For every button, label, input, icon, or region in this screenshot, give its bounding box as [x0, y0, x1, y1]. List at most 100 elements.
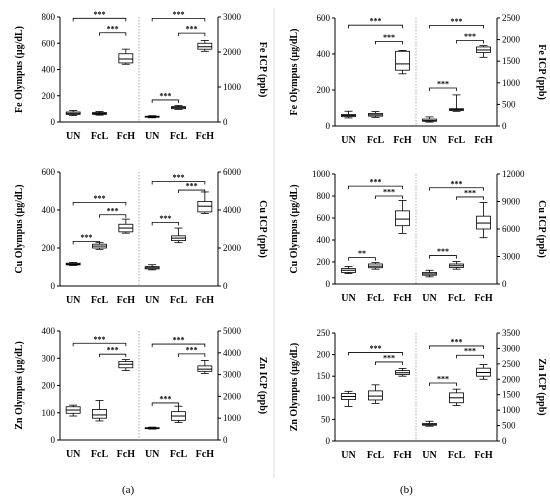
category-label: UN: [341, 450, 356, 461]
significance-label: ***: [464, 32, 476, 41]
tick-label-left: 0: [51, 281, 56, 291]
tick-label-left: 100: [42, 408, 56, 418]
tick-label-left: 600: [317, 213, 331, 223]
bracket-line: [72, 240, 100, 245]
category-label: UN: [422, 135, 437, 146]
tick-label-left: 400: [42, 65, 56, 75]
tick-label-right: 3500: [502, 328, 521, 338]
axis-title-right: Cu ICP (ppb): [257, 200, 268, 258]
category-label: FcL: [91, 131, 109, 142]
box-plot: [171, 405, 186, 423]
box-plot: [341, 390, 356, 407]
tick-label-left: 800: [42, 12, 56, 22]
category-label: UN: [145, 449, 160, 460]
tick-label-right: 2000: [223, 391, 242, 401]
tick-label-left: 600: [317, 13, 331, 23]
box-plot: [476, 202, 491, 239]
significance-bracket: ***: [456, 32, 484, 44]
tick-label-right: 500: [502, 421, 516, 431]
significance-bracket: ***: [151, 91, 179, 103]
tick-label-right: 1000: [502, 405, 521, 415]
significance-label: ***: [94, 10, 106, 19]
box-plot: [395, 50, 410, 75]
significance-bracket: ***: [375, 188, 403, 199]
significance-bracket: ***: [151, 214, 179, 226]
significance-label: ***: [173, 336, 185, 345]
bracket-line: [375, 41, 403, 45]
bracket-line: [348, 185, 403, 190]
significance-label: ***: [186, 25, 198, 34]
significance-bracket: ***: [72, 194, 127, 206]
significance-bracket: ***: [429, 179, 484, 191]
significance-label: ***: [464, 347, 476, 356]
box-plot: [449, 261, 464, 270]
category-label: UN: [145, 295, 160, 306]
panel-label-a: (a): [122, 484, 135, 496]
significance-label: ***: [383, 353, 395, 362]
category-label: FcH: [196, 295, 215, 306]
significance-bracket: **: [348, 249, 376, 261]
box-plot: [65, 110, 81, 116]
box-iqr: [395, 50, 410, 71]
significance-bracket: ***: [151, 173, 206, 185]
box-iqr: [197, 365, 213, 372]
bracket-line: [429, 187, 484, 191]
axis-title-right: Cu ICP (ppb): [536, 200, 547, 258]
category-label: FcH: [474, 135, 493, 146]
category-label: FcH: [196, 131, 215, 142]
category-label: FcL: [170, 295, 188, 306]
category-label: FcH: [393, 293, 412, 304]
box-plot: [65, 404, 81, 417]
significance-label: ***: [107, 206, 119, 215]
tick-label-left: 200: [42, 91, 56, 101]
category-label: UN: [66, 131, 81, 142]
significance-label: ***: [186, 345, 198, 354]
category-label: FcH: [117, 131, 136, 142]
box-plot: [65, 262, 81, 266]
bracket-line: [72, 201, 127, 206]
significance-label: ***: [159, 394, 171, 403]
tick-label-right: 1000: [502, 78, 521, 88]
tick-label-left: 0: [326, 121, 331, 131]
significance-label: ***: [173, 10, 185, 19]
tick-label-right: 2000: [502, 35, 521, 45]
significance-bracket: ***: [348, 17, 403, 29]
tick-label-right: 3000: [223, 12, 242, 22]
significance-bracket: ***: [429, 247, 457, 259]
tick-label-left: 800: [317, 191, 331, 201]
significance-label: ***: [451, 337, 463, 346]
tick-label-left: 200: [317, 257, 331, 267]
category-label: FcH: [393, 450, 412, 461]
box-plot: [422, 269, 437, 278]
category-label: FcL: [448, 450, 466, 461]
significance-label: ***: [173, 173, 185, 182]
category-label: FcH: [196, 449, 215, 460]
bracket-line: [429, 255, 457, 259]
bracket-line: [151, 17, 206, 22]
tick-label-right: 12000: [502, 169, 525, 179]
tick-label-right: 2500: [502, 359, 521, 369]
bracket-line: [178, 32, 206, 37]
box-plot: [422, 420, 437, 427]
bracket-line: [456, 354, 484, 359]
significance-bracket: ***: [429, 79, 457, 91]
tick-label-right: 3000: [502, 343, 521, 353]
box-plot: [171, 105, 186, 110]
significance-bracket: ***: [375, 353, 403, 365]
category-label: FcL: [367, 450, 385, 461]
tick-label-right: 3000: [223, 370, 242, 380]
box-iqr: [92, 409, 107, 419]
tick-label-left: 1000: [312, 169, 331, 179]
box-plot: [92, 111, 107, 116]
significance-label: ***: [370, 178, 382, 187]
bracket-line: [178, 189, 206, 194]
box-plot: [144, 426, 160, 430]
bracket-line: [375, 195, 403, 199]
box-plot: [144, 264, 160, 271]
significance-bracket: ***: [99, 24, 127, 36]
bracket-line: [348, 24, 403, 29]
axis-title-right: Fe ICP (ppb): [257, 42, 268, 98]
significance-label: ***: [94, 194, 106, 203]
box-plot: [449, 94, 464, 112]
